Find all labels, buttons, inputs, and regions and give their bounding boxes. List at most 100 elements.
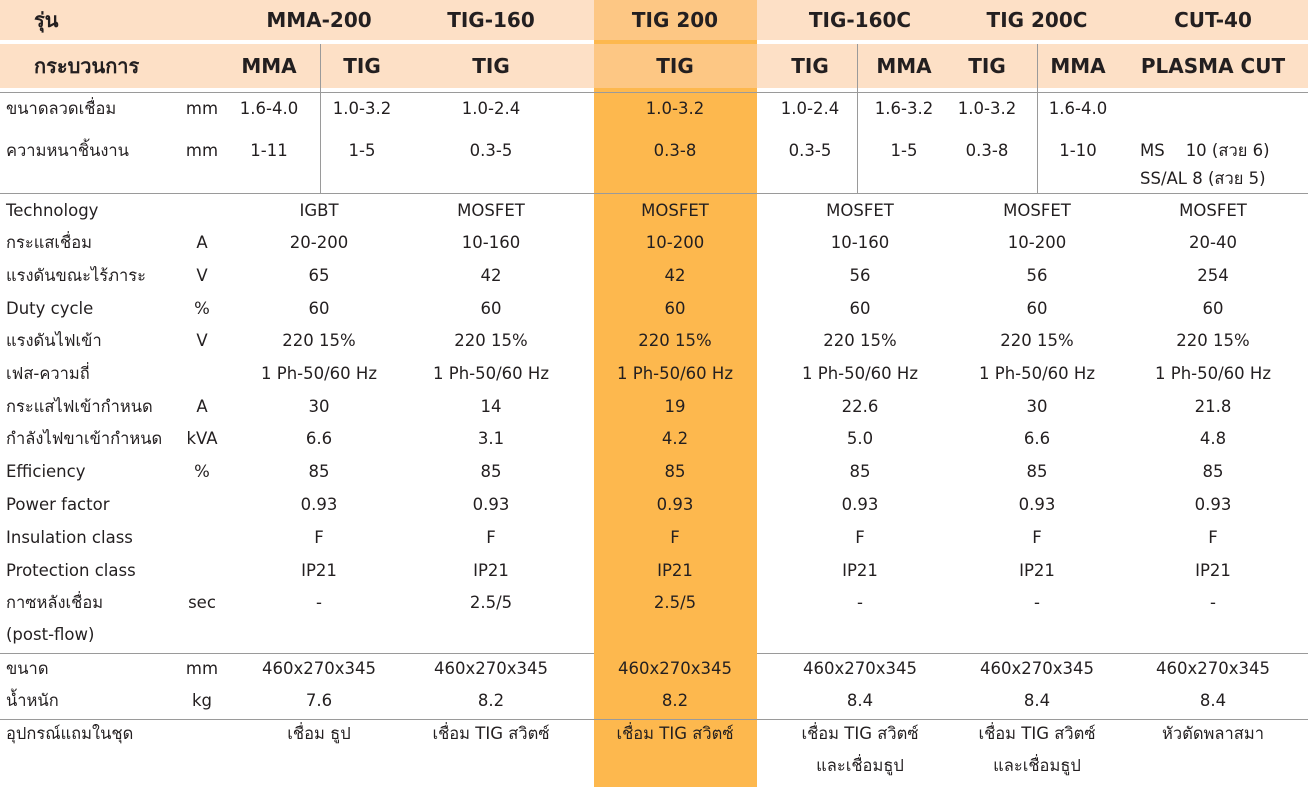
row-label: เฟส-ความถี่ <box>6 364 90 383</box>
row-unit: % <box>194 462 210 481</box>
table-cell: 220 15% <box>282 331 356 350</box>
table-cell: MS 10 (สวย 6) <box>1140 141 1270 160</box>
header-model: MMA-200 <box>266 8 372 32</box>
table-cell: F <box>1208 528 1218 547</box>
row-label: Protection class <box>6 561 136 580</box>
table-cell: 10-200 <box>645 233 705 252</box>
header-model: TIG 200C <box>986 8 1088 32</box>
column-divider <box>1037 44 1038 193</box>
table-cell: F <box>855 528 865 547</box>
table-cell: 65 <box>308 266 330 285</box>
header-model: TIG 200 <box>631 8 719 32</box>
table-cell: 60 <box>1202 299 1224 318</box>
table-cell: IP21 <box>301 561 337 580</box>
table-cell: 1 Ph-50/60 Hz <box>1155 364 1271 383</box>
table-cell: 6.6 <box>1023 429 1051 448</box>
header-process: TIG <box>472 54 510 78</box>
highlight-column-tig200 <box>594 0 757 787</box>
table-cell: - <box>1034 593 1040 612</box>
table-cell: 254 <box>1197 266 1229 285</box>
row-unit: mm <box>185 659 219 678</box>
table-cell: เชื่อม TIG สวิตซ์ <box>432 724 550 743</box>
table-cell: 220 15% <box>823 331 897 350</box>
row-divider <box>0 719 1308 720</box>
table-cell: IP21 <box>1019 561 1055 580</box>
table-cell: 42 <box>480 266 502 285</box>
table-cell: IP21 <box>657 561 693 580</box>
table-cell: SS/AL 8 (สวย 5) <box>1140 169 1266 188</box>
table-cell: 42 <box>664 266 686 285</box>
header-process: PLASMA CUT <box>1140 54 1286 78</box>
table-cell: 220 15% <box>1000 331 1074 350</box>
table-cell: 0.93 <box>1018 495 1056 514</box>
table-cell: และเชื่อมธูป <box>993 756 1081 775</box>
row-unit: % <box>194 299 210 318</box>
table-cell: - <box>316 593 322 612</box>
table-cell: 0.3-5 <box>788 141 832 160</box>
row-label: ขนาดลวดเชื่อม <box>6 99 117 118</box>
header-process: MMA <box>876 54 932 78</box>
table-cell: 220 15% <box>638 331 712 350</box>
table-cell: 220 15% <box>454 331 528 350</box>
table-cell: 460x270x345 <box>261 659 376 678</box>
row-unit: A <box>196 233 208 252</box>
table-cell: 460x270x345 <box>617 659 732 678</box>
table-cell: F <box>1032 528 1042 547</box>
table-cell: 0.3-5 <box>469 141 513 160</box>
table-cell: 85 <box>664 462 686 481</box>
table-cell: IGBT <box>299 201 339 220</box>
table-cell: 0.93 <box>472 495 510 514</box>
table-cell: 0.93 <box>656 495 694 514</box>
header-process-label: กระบวนการ <box>34 54 140 78</box>
header-process: MMA <box>241 54 297 78</box>
header-process: TIG <box>968 54 1006 78</box>
table-cell: 1.6-3.2 <box>874 99 934 118</box>
header-model: TIG-160C <box>808 8 912 32</box>
row-unit: V <box>196 331 208 350</box>
table-cell: 60 <box>1026 299 1048 318</box>
row-unit: mm <box>185 99 219 118</box>
table-cell: 4.8 <box>1199 429 1227 448</box>
row-label: Duty cycle <box>6 299 94 318</box>
table-cell: เชื่อม TIG สวิตซ์ <box>616 724 734 743</box>
row-label: แรงดันขณะไร้ภาระ <box>6 266 147 285</box>
table-cell: 22.6 <box>841 397 879 416</box>
table-cell: 60 <box>480 299 502 318</box>
table-cell: 10-160 <box>461 233 521 252</box>
table-cell: 60 <box>849 299 871 318</box>
table-cell: เชื่อม TIG สวิตซ์ <box>978 724 1096 743</box>
table-cell: 460x270x345 <box>979 659 1094 678</box>
table-cell: 0.3-8 <box>965 141 1009 160</box>
column-divider <box>857 44 858 193</box>
row-unit: V <box>196 266 208 285</box>
row-label: อุปกรณ์แถมในชุด <box>6 724 134 743</box>
table-cell: 1.0-2.4 <box>780 99 840 118</box>
row-unit: kg <box>191 691 213 710</box>
row-divider <box>0 653 594 654</box>
table-cell: 0.3-8 <box>653 141 697 160</box>
table-cell: F <box>670 528 680 547</box>
table-cell: 56 <box>849 266 871 285</box>
table-cell: MOSFET <box>826 201 894 220</box>
row-label: Efficiency <box>6 462 86 481</box>
row-label: ขนาด <box>6 659 49 678</box>
row-divider <box>0 92 1308 93</box>
row-label: กระแสเชื่อม <box>6 233 93 252</box>
table-cell: 10-160 <box>830 233 890 252</box>
table-cell: 1 Ph-50/60 Hz <box>433 364 549 383</box>
row-label: กำลังไฟขาเข้ากำหนด <box>6 429 163 448</box>
table-cell: 1 Ph-50/60 Hz <box>979 364 1095 383</box>
header-process: TIG <box>656 54 694 78</box>
table-cell: 8.2 <box>661 691 689 710</box>
table-cell: 1.6-4.0 <box>1048 99 1108 118</box>
table-cell: 8.4 <box>1023 691 1051 710</box>
header-process: TIG <box>343 54 381 78</box>
table-cell: 85 <box>849 462 871 481</box>
table-cell: 1.0-3.2 <box>957 99 1017 118</box>
table-cell: 6.6 <box>305 429 333 448</box>
table-cell: 460x270x345 <box>1155 659 1270 678</box>
table-cell: - <box>1210 593 1216 612</box>
row-label: แรงดันไฟเข้า <box>6 331 102 350</box>
row-label: ความหนาชิ้นงาน <box>6 141 129 160</box>
table-cell: 1 Ph-50/60 Hz <box>261 364 377 383</box>
